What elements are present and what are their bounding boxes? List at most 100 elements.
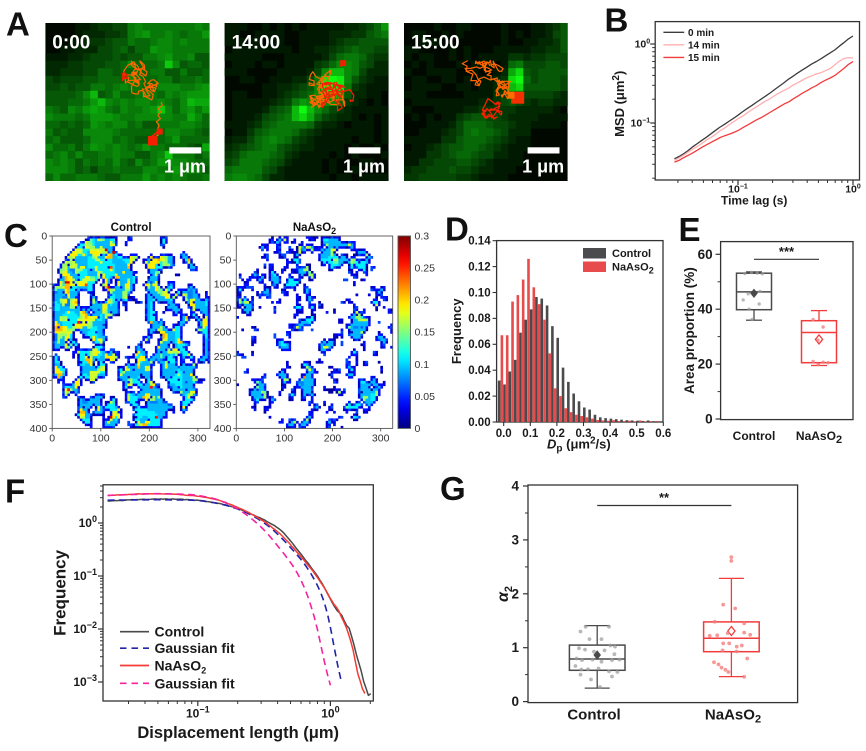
svg-text:0: 0 — [415, 423, 421, 435]
svg-text:Control: Control — [111, 222, 152, 234]
svg-text:350: 350 — [30, 399, 48, 411]
svg-text:200: 200 — [141, 432, 159, 444]
svg-text:**: ** — [659, 490, 670, 505]
svg-text:G: G — [440, 470, 466, 507]
svg-text:250: 250 — [30, 351, 48, 363]
svg-text:0: 0 — [225, 231, 231, 243]
svg-text:100: 100 — [214, 279, 232, 291]
svg-text:15:00: 15:00 — [411, 33, 460, 54]
svg-text:0.10: 0.10 — [468, 287, 490, 299]
svg-text:100: 100 — [276, 432, 294, 444]
svg-text:2: 2 — [511, 586, 519, 601]
svg-text:0.05: 0.05 — [415, 391, 436, 403]
svg-text:100: 100 — [845, 184, 861, 196]
svg-text:0.5: 0.5 — [629, 428, 646, 440]
svg-text:Frequency: Frequency — [51, 549, 70, 636]
svg-text:0:00: 0:00 — [52, 33, 90, 54]
svg-text:NaAsO2: NaAsO2 — [293, 222, 336, 236]
svg-text:300: 300 — [30, 375, 48, 387]
svg-text:0.00: 0.00 — [468, 417, 490, 429]
svg-text:14:00: 14:00 — [232, 33, 281, 54]
svg-text:NaAsO2: NaAsO2 — [705, 707, 761, 726]
svg-text:50: 50 — [220, 255, 232, 267]
svg-text:20: 20 — [698, 357, 713, 372]
svg-text:100: 100 — [321, 705, 339, 721]
svg-text:***: *** — [779, 244, 795, 259]
svg-text:Area proportion (%): Area proportion (%) — [682, 267, 697, 394]
svg-text:0.2: 0.2 — [549, 428, 565, 440]
svg-text:Time lag (s): Time lag (s) — [721, 194, 787, 208]
svg-text:Control: Control — [567, 707, 620, 724]
svg-text:200: 200 — [324, 432, 342, 444]
svg-text:400: 400 — [30, 423, 48, 435]
svg-text:1: 1 — [511, 640, 519, 655]
svg-text:Dp (μm2/s): Dp (μm2/s) — [547, 436, 611, 455]
svg-text:0.0: 0.0 — [496, 428, 512, 440]
svg-text:0: 0 — [41, 231, 47, 243]
svg-text:A: A — [6, 6, 30, 43]
svg-text:1 μm: 1 μm — [522, 157, 564, 177]
svg-text:0: 0 — [233, 432, 239, 444]
svg-text:200: 200 — [30, 327, 48, 339]
svg-text:100: 100 — [635, 39, 651, 51]
svg-text:Frequency: Frequency — [449, 298, 464, 365]
svg-text:150: 150 — [214, 303, 232, 315]
svg-text:NaAsO2: NaAsO2 — [796, 429, 842, 446]
svg-text:F: F — [5, 473, 25, 510]
svg-text:Displacement length (μm): Displacement length (μm) — [137, 724, 339, 742]
svg-text:300: 300 — [372, 432, 390, 444]
svg-text:0.15: 0.15 — [415, 327, 436, 339]
svg-text:Gaussian fit: Gaussian fit — [155, 675, 235, 691]
svg-text:C: C — [4, 217, 28, 254]
svg-text:400: 400 — [214, 423, 232, 435]
svg-text:MSD (μm2): MSD (μm2) — [611, 71, 627, 137]
svg-text:10−2: 10−2 — [73, 620, 97, 636]
svg-text:100: 100 — [79, 514, 97, 530]
svg-text:10−1: 10−1 — [631, 118, 651, 130]
svg-text:0.4: 0.4 — [602, 428, 619, 440]
svg-text:0: 0 — [511, 694, 519, 709]
svg-text:200: 200 — [214, 327, 232, 339]
svg-text:0.04: 0.04 — [468, 365, 491, 377]
svg-text:0: 0 — [705, 412, 713, 427]
svg-text:1 μm: 1 μm — [164, 157, 206, 177]
svg-text:Control: Control — [612, 248, 651, 260]
svg-text:40: 40 — [698, 302, 713, 317]
svg-text:0.06: 0.06 — [468, 339, 490, 351]
svg-text:Control: Control — [733, 429, 776, 443]
svg-text:0.1: 0.1 — [522, 428, 539, 440]
svg-text:1 μm: 1 μm — [343, 157, 385, 177]
svg-text:0.3: 0.3 — [415, 231, 430, 243]
svg-text:4: 4 — [511, 479, 519, 494]
svg-text:100: 100 — [30, 279, 48, 291]
svg-text:60: 60 — [698, 247, 713, 262]
svg-text:0.14: 0.14 — [468, 236, 491, 248]
svg-text:NaAsO2: NaAsO2 — [612, 262, 654, 276]
svg-text:0.08: 0.08 — [468, 313, 491, 325]
svg-text:0: 0 — [49, 432, 55, 444]
svg-text:10−1: 10−1 — [73, 567, 97, 583]
svg-text:300: 300 — [189, 432, 207, 444]
svg-text:D: D — [445, 211, 469, 248]
svg-text:0.12: 0.12 — [468, 261, 490, 273]
svg-text:0.6: 0.6 — [655, 428, 671, 440]
svg-text:3: 3 — [511, 532, 519, 547]
svg-text:300: 300 — [214, 375, 232, 387]
svg-text:0.02: 0.02 — [468, 391, 490, 403]
svg-text:50: 50 — [36, 255, 48, 267]
svg-text:B: B — [605, 2, 629, 39]
svg-text:0.1: 0.1 — [415, 359, 430, 371]
svg-text:14 min: 14 min — [688, 40, 720, 51]
svg-text:NaAsO2: NaAsO2 — [155, 658, 207, 676]
svg-text:0.2: 0.2 — [415, 295, 430, 307]
svg-text:150: 150 — [30, 303, 48, 315]
svg-text:100: 100 — [92, 432, 110, 444]
svg-text:250: 250 — [214, 351, 232, 363]
svg-text:10−1: 10−1 — [186, 705, 210, 721]
svg-text:0.3: 0.3 — [576, 428, 592, 440]
svg-text:15 min: 15 min — [688, 53, 720, 64]
svg-text:E: E — [679, 211, 701, 248]
svg-text:α2: α2 — [495, 586, 515, 602]
svg-text:0 min: 0 min — [688, 28, 714, 39]
svg-text:350: 350 — [214, 399, 232, 411]
